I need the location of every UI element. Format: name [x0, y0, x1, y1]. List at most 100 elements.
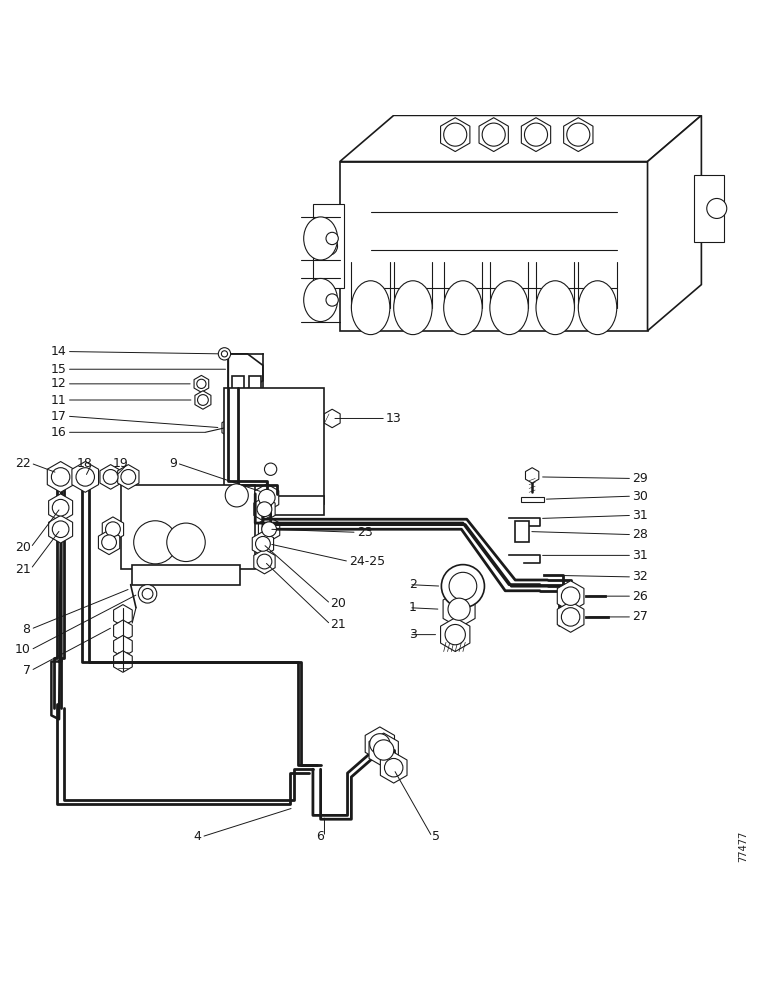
Circle shape: [370, 734, 390, 754]
Circle shape: [482, 123, 505, 146]
Polygon shape: [98, 530, 120, 555]
Text: 8: 8: [22, 623, 31, 636]
Text: 4: 4: [194, 830, 201, 843]
Circle shape: [319, 237, 337, 255]
Bar: [520, 497, 543, 502]
Polygon shape: [222, 418, 239, 438]
Circle shape: [121, 470, 136, 484]
Polygon shape: [113, 651, 132, 672]
Circle shape: [524, 123, 547, 146]
Circle shape: [257, 502, 272, 517]
Polygon shape: [72, 462, 99, 492]
Circle shape: [103, 470, 118, 484]
Circle shape: [265, 463, 277, 475]
Circle shape: [706, 198, 726, 218]
Circle shape: [222, 351, 228, 357]
Text: 31: 31: [632, 549, 648, 562]
Polygon shape: [557, 581, 584, 612]
Circle shape: [561, 608, 580, 626]
Polygon shape: [100, 465, 121, 489]
Text: 32: 32: [632, 570, 648, 583]
Text: 5: 5: [432, 830, 440, 843]
Text: 22: 22: [15, 457, 31, 470]
Circle shape: [167, 523, 205, 562]
Text: 23: 23: [357, 526, 373, 539]
Ellipse shape: [444, 281, 482, 335]
Ellipse shape: [536, 281, 574, 335]
Text: 12: 12: [51, 377, 66, 390]
Polygon shape: [381, 752, 407, 783]
Polygon shape: [229, 354, 263, 392]
Circle shape: [256, 536, 270, 551]
Text: 27: 27: [632, 610, 648, 623]
Polygon shape: [255, 484, 279, 512]
Text: 19: 19: [113, 457, 128, 470]
Polygon shape: [564, 118, 593, 152]
Text: 28: 28: [632, 528, 648, 541]
Text: 17: 17: [51, 410, 66, 423]
Circle shape: [225, 484, 249, 507]
Bar: [120, 485, 256, 569]
Bar: [132, 565, 240, 585]
Circle shape: [442, 565, 485, 608]
Circle shape: [52, 468, 69, 486]
Text: 21: 21: [15, 563, 31, 576]
Circle shape: [142, 588, 153, 599]
Bar: [232, 376, 244, 426]
Polygon shape: [443, 591, 475, 628]
Text: 31: 31: [632, 509, 648, 522]
Text: 21: 21: [330, 618, 347, 631]
Circle shape: [326, 294, 338, 306]
Text: 11: 11: [51, 394, 66, 407]
Circle shape: [384, 758, 403, 777]
Polygon shape: [365, 727, 394, 761]
Circle shape: [374, 740, 394, 760]
Ellipse shape: [394, 281, 432, 335]
Text: 6: 6: [317, 830, 324, 843]
Text: 29: 29: [632, 472, 648, 485]
Text: 18: 18: [76, 457, 92, 470]
Circle shape: [444, 123, 467, 146]
Circle shape: [102, 535, 117, 550]
Polygon shape: [441, 118, 470, 152]
Polygon shape: [340, 115, 702, 162]
Bar: [205, 496, 324, 515]
Text: 7: 7: [22, 664, 31, 677]
Polygon shape: [648, 115, 702, 331]
Polygon shape: [259, 517, 279, 542]
Circle shape: [449, 572, 477, 600]
Polygon shape: [526, 468, 539, 483]
Polygon shape: [441, 618, 470, 652]
Bar: [225, 388, 324, 504]
Polygon shape: [369, 733, 398, 767]
Ellipse shape: [490, 281, 528, 335]
Bar: [515, 521, 529, 542]
Polygon shape: [479, 118, 508, 152]
Polygon shape: [49, 494, 73, 522]
Circle shape: [259, 489, 275, 506]
Polygon shape: [521, 118, 550, 152]
Polygon shape: [113, 635, 132, 657]
Ellipse shape: [351, 281, 390, 335]
Polygon shape: [195, 391, 211, 409]
Text: 1: 1: [409, 601, 417, 614]
Polygon shape: [254, 497, 275, 522]
Bar: [313, 204, 344, 288]
Bar: [249, 376, 261, 426]
Text: 15: 15: [51, 363, 66, 376]
Circle shape: [134, 521, 177, 564]
Circle shape: [106, 522, 120, 537]
Polygon shape: [324, 409, 340, 428]
Text: 10: 10: [15, 643, 31, 656]
Polygon shape: [113, 605, 132, 626]
Circle shape: [218, 348, 231, 360]
Circle shape: [561, 587, 580, 605]
Text: 3: 3: [409, 628, 417, 641]
Text: 2: 2: [409, 578, 417, 591]
Text: 20: 20: [330, 597, 347, 610]
Circle shape: [198, 395, 208, 405]
Ellipse shape: [303, 278, 337, 322]
Text: 13: 13: [386, 412, 401, 425]
Text: 30: 30: [632, 490, 648, 503]
Circle shape: [52, 521, 69, 538]
